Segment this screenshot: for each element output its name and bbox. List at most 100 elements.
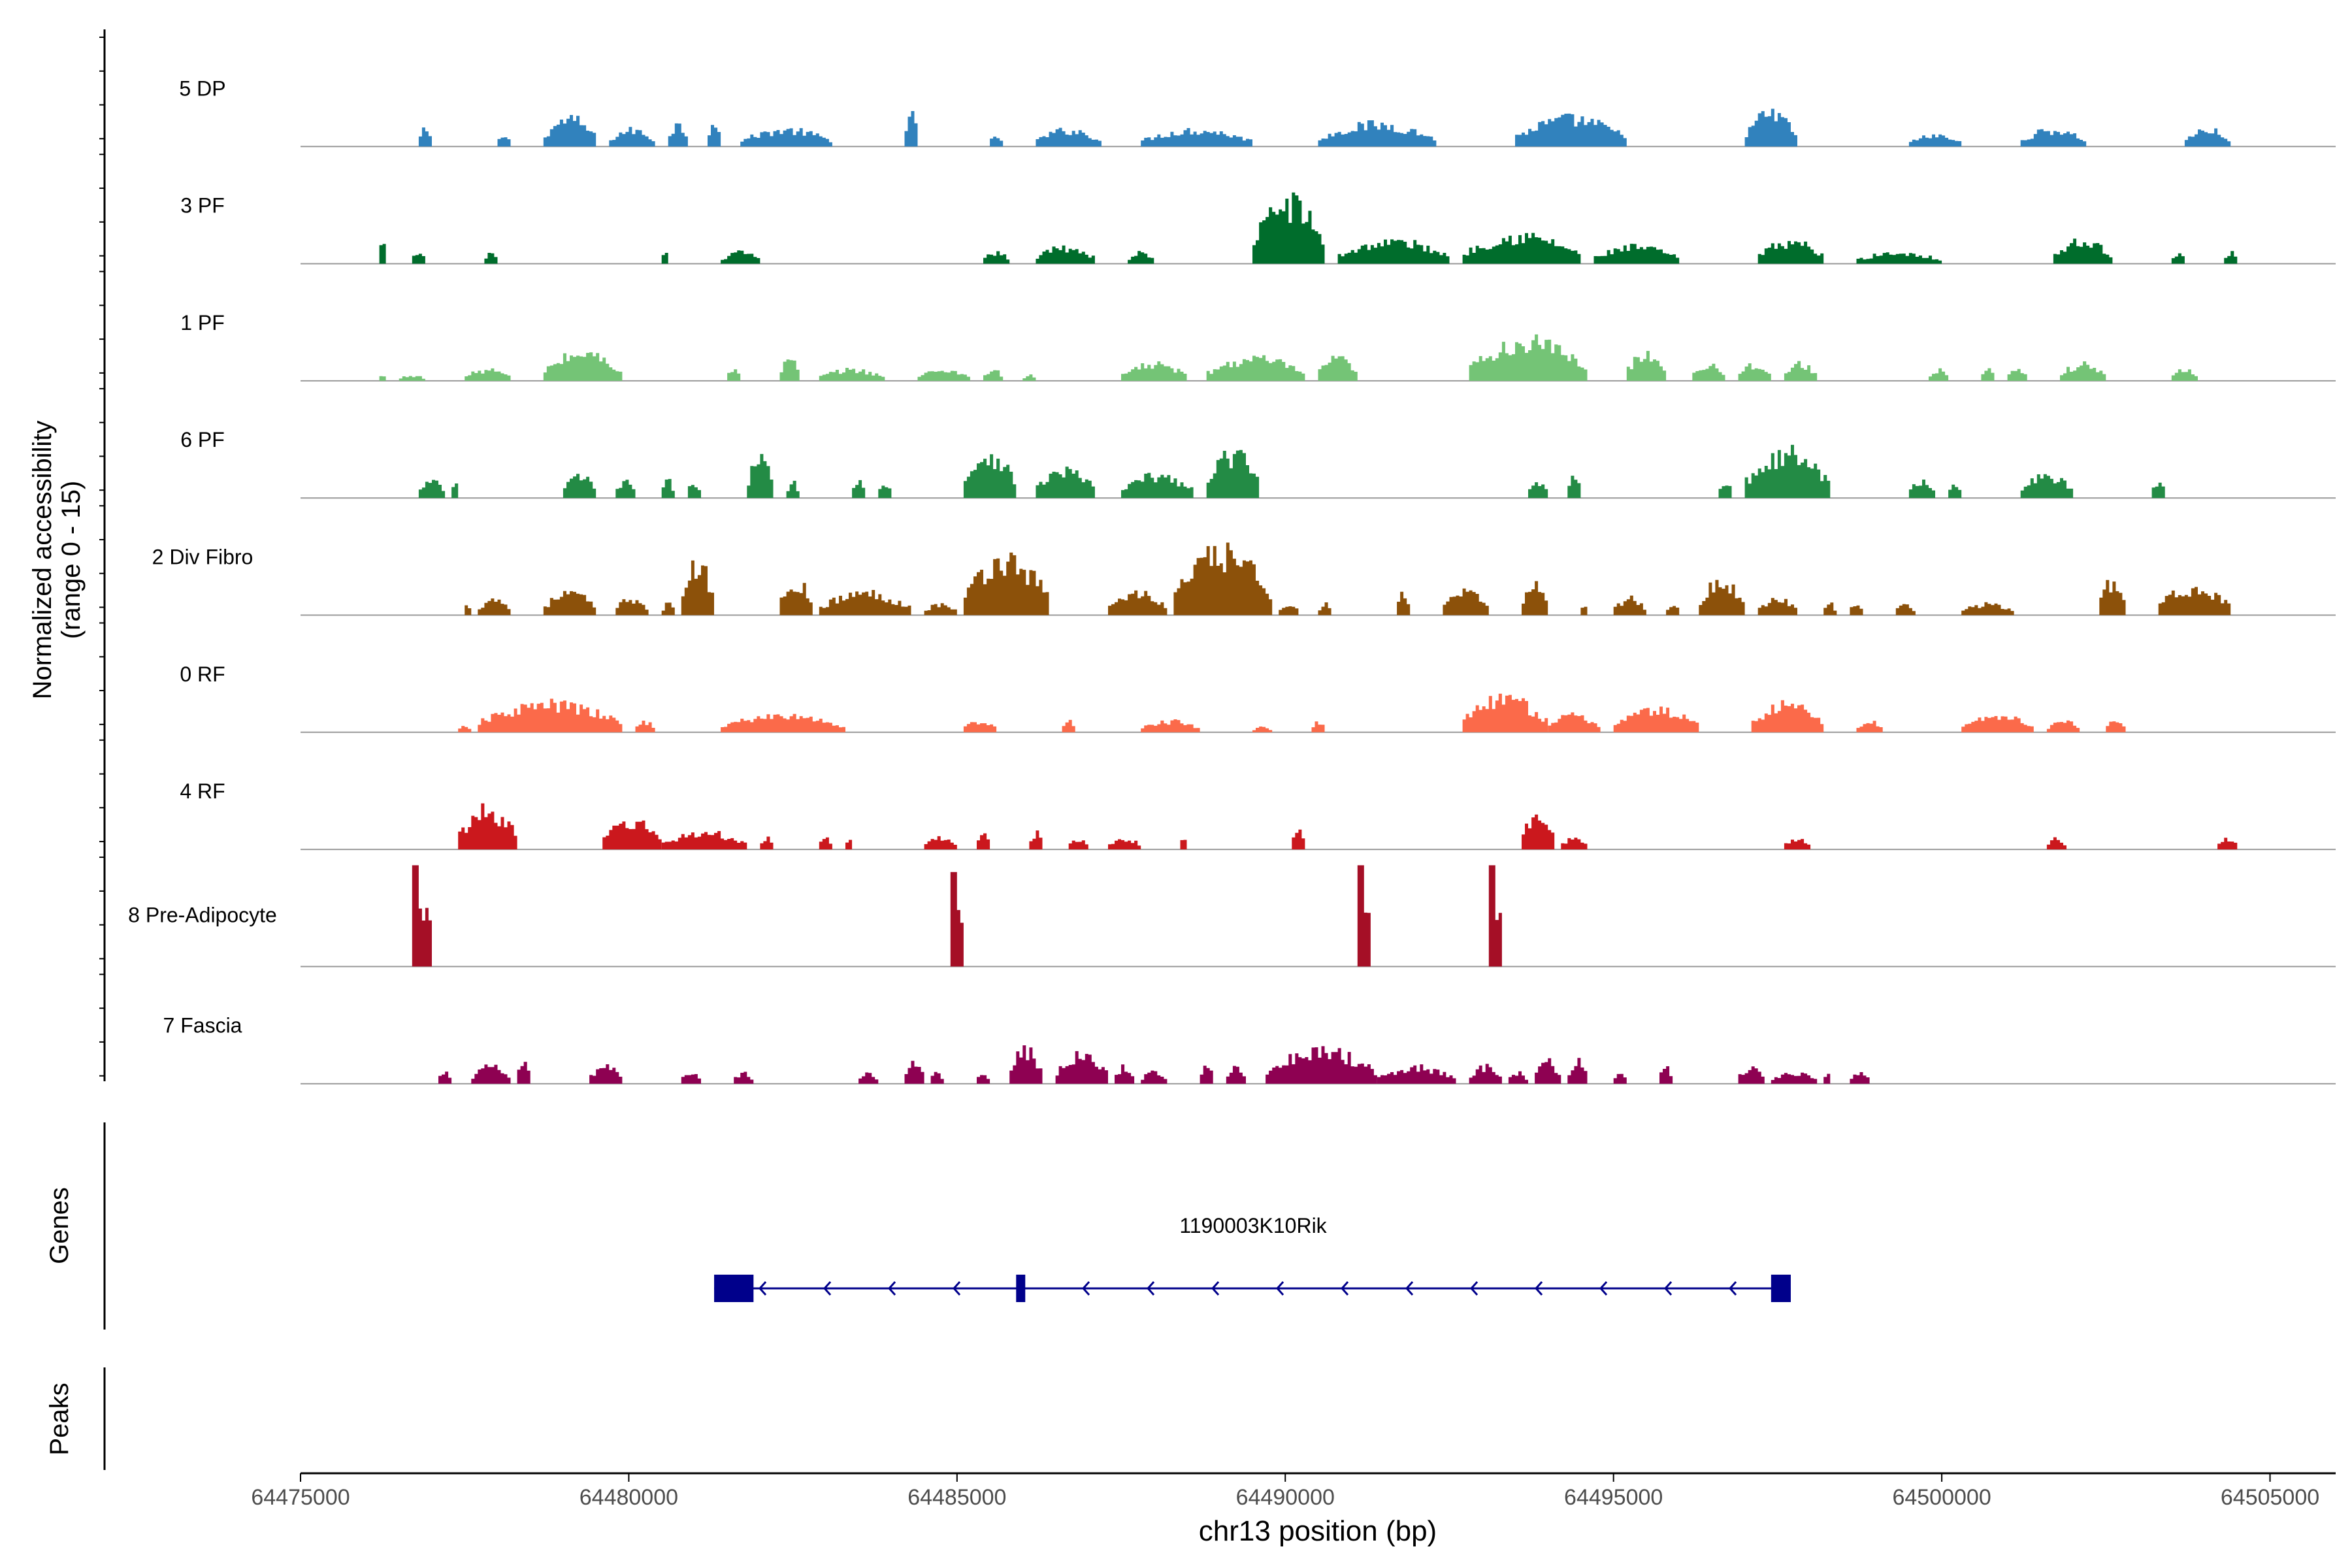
coverage-peak bbox=[2020, 129, 2087, 147]
coverage-peak bbox=[412, 865, 432, 967]
coverage-peak bbox=[1567, 1058, 1588, 1084]
coverage-peak bbox=[471, 1064, 511, 1084]
track-label: 3 PF bbox=[180, 194, 225, 218]
gene-exon bbox=[1771, 1275, 1791, 1302]
coverage-peak bbox=[1200, 1066, 1213, 1084]
coverage-peak bbox=[478, 598, 511, 615]
coverage-peak bbox=[615, 599, 649, 615]
coverage-peak bbox=[2217, 838, 2238, 850]
coverage-peak bbox=[1561, 838, 1588, 850]
track-label: 4 RF bbox=[180, 779, 225, 803]
track-7: 4 RF bbox=[180, 779, 2336, 851]
coverage-peak bbox=[1895, 604, 1916, 615]
x-tick-label: 64505000 bbox=[2221, 1485, 2319, 1510]
coverage-peak bbox=[1266, 1046, 1377, 1084]
coverage-peak bbox=[1128, 251, 1154, 264]
coverage-peak bbox=[1462, 693, 1548, 732]
coverage-peak bbox=[1036, 245, 1095, 264]
coverage-peak bbox=[2106, 721, 2126, 732]
coverage-peak bbox=[1009, 1045, 1043, 1084]
coverage-peak bbox=[478, 698, 623, 732]
coverage-peak bbox=[1462, 233, 1581, 264]
coverage-peak bbox=[2046, 720, 2080, 732]
coverage-peak bbox=[1469, 1064, 1502, 1084]
coverage-peak bbox=[379, 244, 386, 264]
coverage-peak bbox=[543, 591, 596, 615]
track-label: 7 Fascia bbox=[163, 1014, 242, 1037]
coverage-peak bbox=[904, 1060, 924, 1084]
coverage-peak bbox=[779, 583, 813, 615]
coverage-peak bbox=[1062, 719, 1075, 732]
coverage-peak bbox=[1173, 542, 1273, 615]
coverage-peak bbox=[1036, 127, 1102, 147]
gene-exon bbox=[1016, 1275, 1026, 1302]
x-tick-label: 64490000 bbox=[1236, 1485, 1335, 1510]
coverage-peak bbox=[635, 721, 655, 732]
coverage-peak bbox=[786, 480, 800, 498]
x-axis-ticks: 64475000 64480000 64485000 64490000 64495000… bbox=[251, 1473, 2319, 1510]
coverage-peak bbox=[609, 127, 655, 147]
coverage-peak bbox=[977, 833, 990, 850]
coverage-peak bbox=[1692, 363, 1725, 381]
y-axis-title-line1: Normalized accessibility bbox=[28, 421, 57, 700]
coverage-peak bbox=[1961, 716, 2034, 732]
coverage-peak bbox=[418, 480, 446, 498]
coverage-peak bbox=[1856, 721, 1883, 732]
coverage-peak bbox=[727, 369, 741, 381]
coverage-peak bbox=[1738, 363, 1771, 381]
coverage-peak bbox=[878, 485, 892, 498]
coverage-peak bbox=[1908, 134, 1962, 147]
coverage-peak bbox=[1522, 814, 1555, 850]
coverage-peak bbox=[1357, 865, 1371, 967]
coverage-peak bbox=[1469, 334, 1588, 381]
x-tick-label: 64485000 bbox=[907, 1485, 1006, 1510]
coverage-peak bbox=[2046, 837, 2066, 850]
coverage-peak bbox=[1744, 108, 1797, 147]
strand-arrow bbox=[888, 1281, 896, 1296]
track-6: 0 RF bbox=[180, 662, 2336, 733]
coverage-peak bbox=[1593, 244, 1680, 264]
coverage-peak bbox=[1279, 606, 1299, 615]
coverage-peak bbox=[2158, 587, 2231, 615]
coverage-peak bbox=[1850, 1072, 1870, 1084]
coverage-peak bbox=[1108, 590, 1168, 615]
coverage-peak bbox=[1850, 605, 1863, 615]
coverage-peak bbox=[1613, 595, 1646, 615]
coverage-peak bbox=[1180, 840, 1187, 850]
coverage-peak bbox=[2020, 474, 2074, 498]
coverage-peak bbox=[819, 368, 885, 381]
coverage-peak bbox=[1626, 351, 1667, 381]
x-tick-label: 64495000 bbox=[1564, 1485, 1663, 1510]
coverage-peak bbox=[1226, 1066, 1246, 1084]
coverage-peak bbox=[1115, 1064, 1135, 1084]
coverage-peak bbox=[2151, 482, 2165, 498]
coverage-peak bbox=[1823, 1073, 1831, 1084]
coverage-peak bbox=[458, 726, 472, 732]
coverage-peak bbox=[2224, 251, 2238, 264]
coverage-peak bbox=[602, 820, 662, 850]
coverage-peak bbox=[681, 560, 714, 615]
coverage-peak bbox=[1548, 712, 1601, 732]
coverage-peak bbox=[451, 483, 459, 498]
coverage-peak bbox=[2053, 238, 2113, 264]
coverage-peak bbox=[465, 605, 472, 615]
coverage-peak bbox=[1699, 580, 1745, 615]
coverage-peak bbox=[517, 1062, 531, 1084]
coverage-peak bbox=[1337, 239, 1450, 264]
coverage-peak bbox=[661, 831, 747, 850]
coverage-peak bbox=[661, 253, 668, 264]
coverage-peak bbox=[2060, 361, 2106, 381]
coverage-peak bbox=[1522, 581, 1548, 615]
track-label: 0 RF bbox=[180, 662, 225, 686]
x-tick-label: 64500000 bbox=[1892, 1485, 1991, 1510]
coverage-peak bbox=[1856, 252, 1942, 264]
coverage-peak bbox=[1311, 721, 1325, 732]
coverage-peak bbox=[399, 376, 425, 381]
coverage-peak bbox=[412, 253, 425, 264]
coverage-peak bbox=[1738, 1066, 1765, 1084]
coverage-peak bbox=[1908, 480, 1935, 498]
coverage-peak bbox=[1397, 591, 1411, 615]
coverage-peak bbox=[1784, 361, 1818, 381]
strand-arrow bbox=[1535, 1281, 1543, 1296]
coverage-peak bbox=[1377, 1064, 1456, 1084]
